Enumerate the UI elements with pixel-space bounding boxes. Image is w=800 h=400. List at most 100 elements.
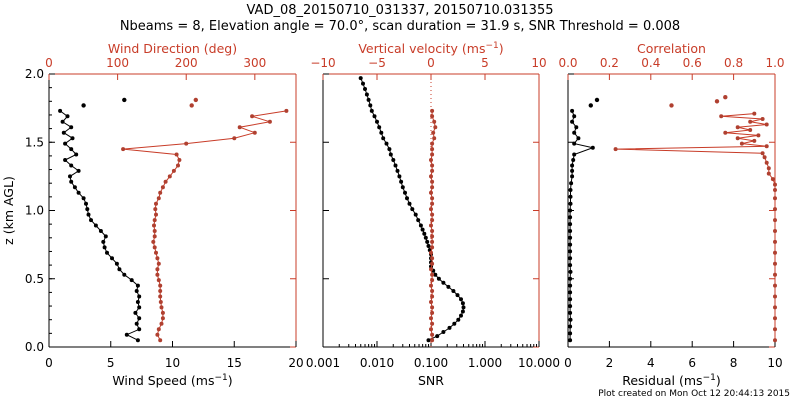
data-point bbox=[137, 305, 142, 310]
x2-tick-label: 0.6 bbox=[683, 56, 702, 70]
data-point bbox=[764, 160, 769, 165]
series-1-2-line bbox=[123, 110, 287, 341]
data-point bbox=[397, 174, 402, 179]
x-tick-label: 2 bbox=[606, 356, 614, 370]
data-point bbox=[176, 163, 180, 168]
data-point bbox=[154, 212, 158, 217]
data-point bbox=[432, 119, 437, 124]
data-point bbox=[105, 250, 109, 255]
panel-3-x-label-close: ) bbox=[716, 373, 721, 388]
data-point bbox=[719, 114, 724, 119]
figure-subtitle: Nbeams = 8, Elevation angle = 70.0°, sca… bbox=[120, 19, 680, 34]
data-point bbox=[69, 147, 74, 152]
data-point bbox=[363, 87, 367, 91]
x2-tick-label: 1.0 bbox=[765, 56, 784, 70]
data-point bbox=[122, 272, 127, 277]
data-point bbox=[430, 152, 435, 157]
data-point bbox=[773, 250, 777, 255]
data-point bbox=[766, 166, 771, 171]
data-point bbox=[232, 136, 237, 141]
x2-tick-label: 0.0 bbox=[558, 56, 577, 70]
data-point bbox=[430, 218, 435, 223]
data-point bbox=[429, 174, 433, 179]
data-point bbox=[399, 179, 404, 184]
data-point bbox=[568, 317, 573, 322]
data-point bbox=[429, 283, 433, 288]
data-point bbox=[433, 272, 438, 277]
data-point bbox=[568, 324, 573, 329]
data-point bbox=[381, 136, 386, 141]
data-point bbox=[72, 185, 77, 190]
data-point bbox=[568, 331, 573, 336]
data-point bbox=[430, 201, 435, 206]
data-point bbox=[773, 305, 777, 310]
data-point bbox=[429, 300, 433, 304]
data-point bbox=[723, 130, 728, 135]
data-point bbox=[420, 227, 425, 232]
data-point bbox=[430, 179, 435, 184]
data-point bbox=[403, 190, 407, 195]
panel-2: 0.001 0.010 0.100 1.000 10.000 −10 −5 0 5 10 SNR Ve… bbox=[306, 41, 560, 388]
data-point bbox=[570, 174, 575, 179]
data-point bbox=[152, 218, 157, 223]
data-point bbox=[61, 130, 66, 135]
data-point bbox=[155, 272, 160, 277]
data-point bbox=[570, 108, 575, 113]
data-point bbox=[425, 239, 430, 244]
data-point bbox=[174, 152, 179, 157]
data-point bbox=[63, 158, 68, 162]
data-point bbox=[93, 223, 98, 228]
data-point bbox=[84, 201, 88, 206]
data-point bbox=[117, 267, 122, 272]
data-point bbox=[391, 158, 396, 162]
data-point bbox=[430, 321, 435, 326]
x-tick-label: 10.000 bbox=[518, 356, 560, 370]
data-point bbox=[568, 297, 573, 302]
isolated-data-point bbox=[669, 103, 674, 108]
data-point bbox=[426, 338, 431, 343]
y-tick-label: 2.0 bbox=[25, 67, 44, 81]
data-point bbox=[63, 141, 68, 146]
data-point bbox=[429, 267, 433, 272]
data-point bbox=[65, 114, 70, 119]
data-point bbox=[459, 313, 463, 318]
data-point bbox=[430, 212, 435, 217]
x-tick-label: 5 bbox=[107, 356, 115, 370]
x-tick-label: 8 bbox=[730, 356, 738, 370]
data-point bbox=[451, 289, 456, 293]
data-point bbox=[133, 310, 138, 315]
x2-tick-label: 0.8 bbox=[724, 56, 743, 70]
data-point bbox=[110, 256, 114, 261]
data-point bbox=[121, 147, 126, 152]
data-point bbox=[156, 327, 161, 332]
data-point bbox=[159, 305, 164, 310]
data-point bbox=[379, 130, 384, 135]
data-point bbox=[568, 276, 573, 281]
data-point bbox=[773, 188, 777, 192]
data-point bbox=[237, 125, 242, 130]
isolated-data-point bbox=[588, 103, 593, 108]
data-point bbox=[570, 168, 575, 173]
data-point bbox=[405, 196, 409, 201]
y-tick-label: 0.0 bbox=[25, 340, 44, 354]
data-point bbox=[752, 138, 757, 143]
x-tick-label: 0 bbox=[564, 356, 572, 370]
data-point bbox=[429, 158, 433, 162]
data-point bbox=[369, 108, 374, 113]
data-point bbox=[441, 330, 446, 334]
data-point bbox=[459, 297, 463, 302]
data-point bbox=[748, 128, 753, 132]
data-point bbox=[773, 338, 777, 343]
data-point bbox=[590, 145, 595, 150]
isolated-data-point bbox=[122, 97, 127, 103]
data-point bbox=[430, 108, 435, 113]
data-point bbox=[250, 114, 255, 119]
isolated-data-point bbox=[723, 95, 728, 100]
data-point bbox=[377, 125, 382, 130]
data-point bbox=[430, 261, 435, 266]
panel-2-x-label-text: SNR bbox=[418, 373, 444, 388]
data-point bbox=[158, 190, 163, 195]
data-point bbox=[435, 334, 440, 339]
